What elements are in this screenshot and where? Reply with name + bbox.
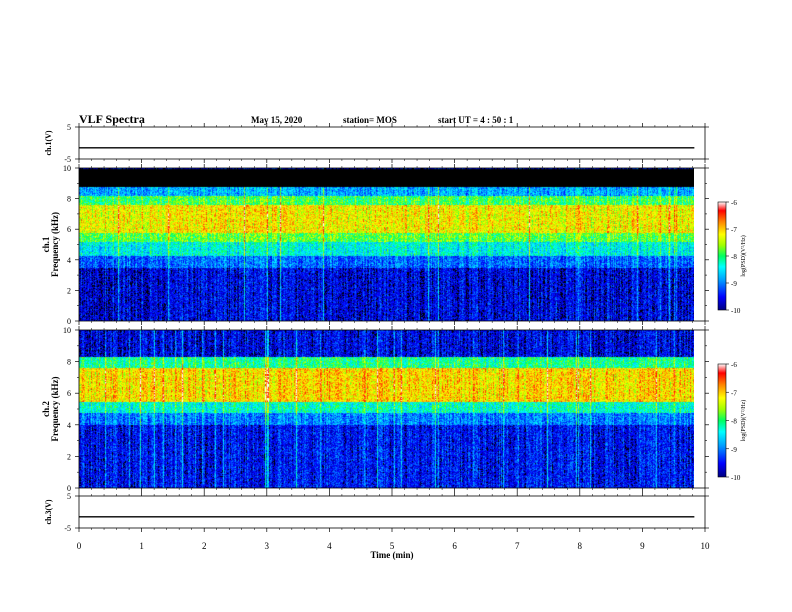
x-tick-label: 4: [327, 541, 332, 551]
ch2-spectrogram-colorbar: [717, 363, 727, 478]
colorbar-tick-label: -6: [731, 361, 737, 369]
y-tick-label: 0: [67, 484, 71, 493]
y-tick-label: 6: [67, 225, 71, 234]
colorbar-tick-label: -8: [731, 418, 737, 426]
start-time-label: start UT = 4 : 50 : 1: [438, 115, 514, 125]
y-tick-label: 10: [63, 326, 71, 335]
x-tick-label: 5: [390, 541, 395, 551]
x-tick-label: 3: [265, 541, 270, 551]
y-tick-label: 8: [67, 358, 71, 367]
y-tick-label: -5: [64, 524, 71, 533]
ch1-spectrogram-channel-label: ch.1: [41, 236, 51, 252]
y-tick-label: 6: [67, 389, 71, 398]
colorbar-tick-label: -8: [731, 253, 737, 261]
x-tick-label: 10: [701, 541, 711, 551]
colorbar-label: log(PSD)(V²/Hz): [740, 400, 747, 441]
y-tick-label: 4: [67, 421, 71, 430]
ch2-spectrogram-channel-label: ch.2: [41, 401, 51, 417]
x-tick-label: 9: [640, 541, 645, 551]
y-tick-label: -5: [64, 155, 71, 164]
x-tick-label: 8: [578, 541, 583, 551]
ch1-spectrogram-ylabel: Frequency (kHz): [50, 212, 60, 277]
x-tick-label: 0: [77, 541, 82, 551]
colorbar-tick-label: -10: [731, 474, 741, 482]
y-tick-label: 2: [67, 286, 71, 295]
ch3-frame: [78, 495, 706, 529]
y-tick-label: 2: [67, 452, 71, 461]
x-tick-label: 2: [202, 541, 207, 551]
y-tick-label: 5: [67, 492, 71, 501]
colorbar-tick-label: -7: [731, 389, 737, 397]
x-tick-label: 7: [515, 541, 520, 551]
y-tick-label: 4: [67, 256, 71, 265]
ch3-ylabel: ch.3(V): [44, 499, 53, 524]
ch1-spectrogram-colorbar: [717, 201, 727, 311]
x-tick-label: 6: [452, 541, 457, 551]
date-label: May 15, 2020: [251, 115, 303, 125]
y-tick-label: 0: [67, 317, 71, 326]
colorbar-tick-label: -6: [731, 199, 737, 207]
y-tick-label: 5: [67, 123, 71, 132]
ch2-spectrogram-ylabel: Frequency (kHz): [50, 376, 60, 441]
colorbar-label: log(PSD)(V²/Hz): [740, 235, 747, 276]
colorbar-tick-label: -9: [731, 446, 737, 454]
colorbar-tick-label: -9: [731, 280, 737, 288]
spectrogram-layer: [79, 168, 694, 488]
ch1-frame: [78, 126, 706, 160]
ch2-spectrogram-raster: [79, 330, 694, 488]
station-label: station= MOS: [343, 115, 397, 125]
colorbar-tick-label: -10: [731, 307, 741, 315]
colorbar-tick-label: -7: [731, 226, 737, 234]
axes-layer: 5 -5 ch.1(V) -6 -7 -8 -9 -10 log(PSD)(V²/Hz) 0 2 4 6…: [41, 123, 747, 560]
figure-title: VLF Spectra: [79, 112, 145, 126]
ch1-ylabel: ch.1(V): [44, 130, 53, 155]
x-tick-label: 1: [139, 541, 144, 551]
ch1-spectrogram-raster: [79, 168, 694, 321]
y-tick-label: 8: [67, 195, 71, 204]
y-tick-label: 10: [63, 164, 71, 173]
x-axis-label: Time (min): [370, 550, 413, 560]
